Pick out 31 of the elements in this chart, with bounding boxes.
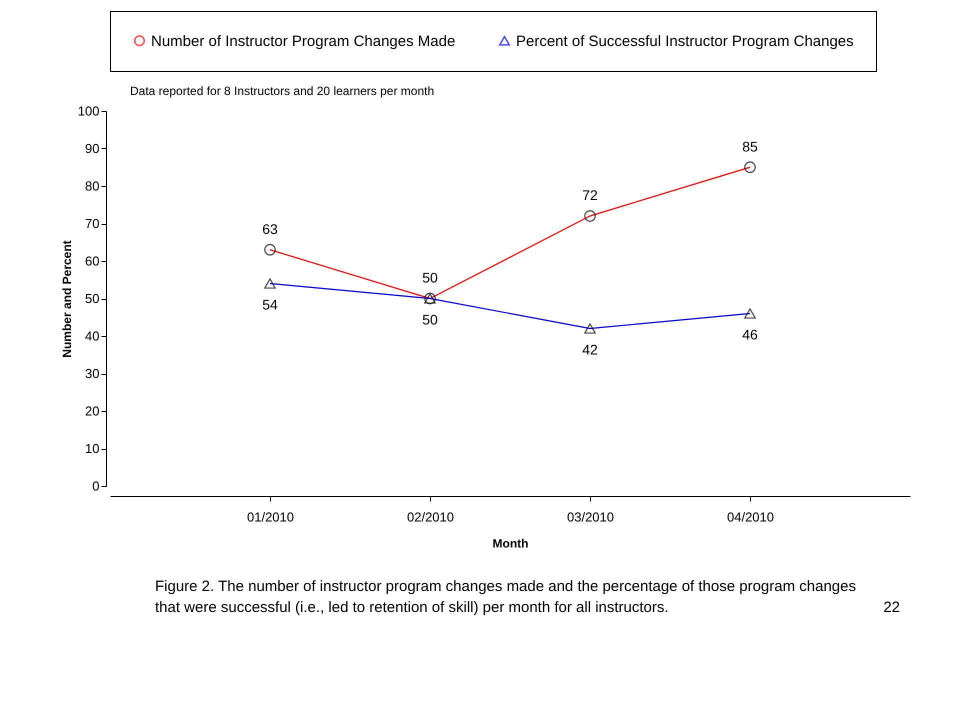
y-tick-label: 0 [92, 478, 100, 494]
x-axis-title: Month [492, 536, 528, 550]
y-tick-label: 10 [85, 441, 100, 456]
data-label: 72 [582, 187, 598, 203]
y-tick-label: 30 [85, 366, 100, 381]
text: 22 [883, 599, 900, 616]
y-tick-label: 60 [85, 254, 100, 268]
x-tick-label: 01/2010 [247, 510, 294, 524]
x-tick-label: 02/2010 [407, 510, 454, 524]
text: that were successful (i.e., led to retention of skill) per month for all instructors. [155, 599, 669, 616]
y-tick-label: 50 [85, 291, 100, 306]
data-label: 42 [582, 342, 598, 358]
data-label: 50 [422, 312, 438, 328]
data-label: 63 [262, 220, 278, 237]
x-tick-label: 03/2010 [567, 510, 614, 524]
legend-label: Percent of Successful Instructor Program Changes [516, 32, 854, 50]
y-tick-label: 40 [85, 328, 100, 344]
data-label: 85 [742, 138, 758, 154]
y-tick-label: 100 [78, 104, 100, 118]
legend-label: Number of Instructor Program Changes Made [151, 32, 456, 50]
y-tick-label: 70 [85, 216, 100, 231]
caption: Figure 2. The number of instructor program changes made and the percentage of those program changes [155, 578, 856, 595]
y-tick-label: 80 [85, 178, 100, 194]
data-label: 54 [262, 296, 278, 312]
data-label: 50 [422, 270, 438, 286]
y-tick-label: 20 [85, 404, 100, 418]
data-label: 46 [742, 326, 758, 342]
y-axis-title: Number and Percent [60, 240, 74, 358]
x-tick-label: 04/2010 [727, 510, 774, 524]
chart-title: Data reported for 8 Instructors and 20 learners per month [130, 84, 434, 98]
y-tick-label: 90 [85, 141, 100, 156]
